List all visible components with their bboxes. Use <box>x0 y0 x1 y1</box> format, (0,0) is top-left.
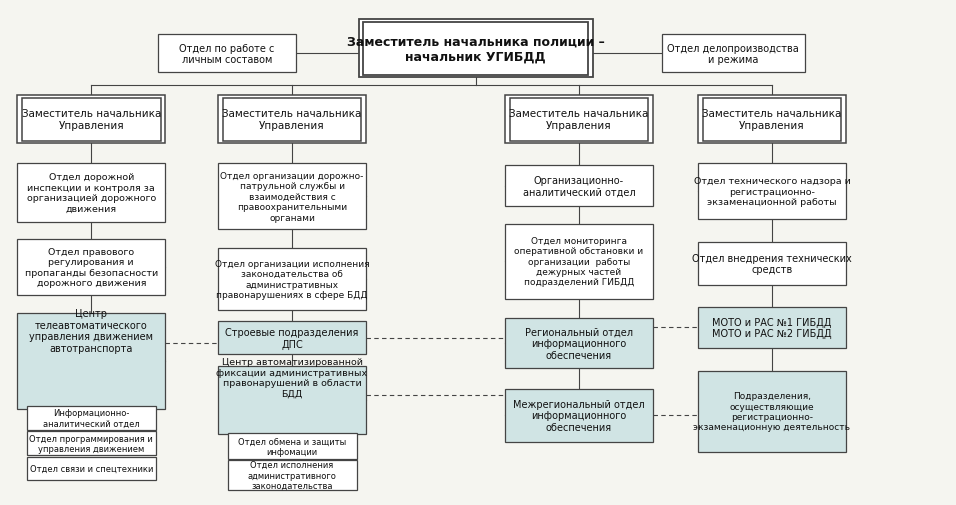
Text: Центр автоматизированной
фиксации административных
правонарушений в области
БДД: Центр автоматизированной фиксации админи… <box>216 358 368 397</box>
FancyBboxPatch shape <box>698 242 846 285</box>
FancyBboxPatch shape <box>505 389 653 442</box>
Text: Заместитель начальника
Управления: Заместитель начальника Управления <box>223 109 361 131</box>
Text: Отдел программирования и
управления движением: Отдел программирования и управления движ… <box>30 434 153 453</box>
Text: Отдел по работе с
личным составом: Отдел по работе с личным составом <box>180 43 274 65</box>
Text: Заместитель начальника полиции –
начальник УГИБДД: Заместитель начальника полиции – начальн… <box>347 35 604 63</box>
FancyBboxPatch shape <box>218 96 366 144</box>
Text: Межрегиональный отдел
информационного
обеспечения: Межрегиональный отдел информационного об… <box>513 399 644 432</box>
Text: Отдел делопроизводства
и режима: Отдел делопроизводства и режима <box>667 43 799 65</box>
FancyBboxPatch shape <box>27 406 156 430</box>
FancyBboxPatch shape <box>228 433 357 460</box>
Text: Отдел исполнения
административного
законодательства: Отдел исполнения административного закон… <box>248 461 337 490</box>
FancyBboxPatch shape <box>27 431 156 456</box>
FancyBboxPatch shape <box>158 35 296 73</box>
Text: Отдел организации дорожно-
патрульной службы и
взаимодействия с
правоохранительн: Отдел организации дорожно- патрульной сл… <box>221 172 363 222</box>
Text: Заместитель начальника
Управления: Заместитель начальника Управления <box>510 109 648 131</box>
Text: Региональный отдел
информационного
обеспечения: Региональный отдел информационного обесп… <box>525 327 633 360</box>
FancyBboxPatch shape <box>17 164 165 222</box>
Text: Отдел внедрения технических
средств: Отдел внедрения технических средств <box>692 253 852 275</box>
FancyBboxPatch shape <box>17 96 165 144</box>
FancyBboxPatch shape <box>17 240 165 295</box>
FancyBboxPatch shape <box>505 96 653 144</box>
Text: МОТО и РАС №1 ГИБДД
МОТО и РАС №2 ГИБДД: МОТО и РАС №1 ГИБДД МОТО и РАС №2 ГИБДД <box>712 317 832 338</box>
Text: Заместитель начальника
Управления: Заместитель начальника Управления <box>703 109 841 131</box>
FancyBboxPatch shape <box>27 458 156 480</box>
Text: Строевые подразделения
ДПС: Строевые подразделения ДПС <box>226 327 358 349</box>
FancyBboxPatch shape <box>218 249 366 311</box>
FancyBboxPatch shape <box>505 318 653 369</box>
FancyBboxPatch shape <box>505 224 653 299</box>
FancyBboxPatch shape <box>218 164 366 230</box>
FancyBboxPatch shape <box>698 307 846 348</box>
Text: Организационно-
аналитический отдел: Организационно- аналитический отдел <box>523 176 635 197</box>
FancyBboxPatch shape <box>228 461 357 490</box>
Text: Заместитель начальника
Управления: Заместитель начальника Управления <box>22 109 161 131</box>
Text: Подразделения,
осуществляющие
регистрационно-
экзаменационную деятельность: Подразделения, осуществляющие регистраци… <box>693 391 851 432</box>
Text: Информационно-
аналитический отдел: Информационно- аналитический отдел <box>43 409 140 428</box>
Text: Отдел обмена и защиты
инфомации: Отдел обмена и защиты инфомации <box>238 437 346 456</box>
FancyBboxPatch shape <box>358 20 593 78</box>
FancyBboxPatch shape <box>505 166 653 207</box>
FancyBboxPatch shape <box>218 322 366 355</box>
Text: Отдел дорожной
инспекции и контроля за
организацией дорожного
движения: Отдел дорожной инспекции и контроля за о… <box>27 173 156 213</box>
Text: Отдел организации исполнения
законодательства об
административных
правонарушения: Отдел организации исполнения законодател… <box>215 260 369 300</box>
FancyBboxPatch shape <box>698 96 846 144</box>
Text: Отдел связи и спецтехники: Отдел связи и спецтехники <box>30 464 153 473</box>
Text: Центр
телеавтоматического
управления движением
автотранспорта: Центр телеавтоматического управления дви… <box>30 309 153 353</box>
FancyBboxPatch shape <box>698 164 846 220</box>
Text: Отдел технического надзора и
регистрационно-
экзаменационной работы: Отдел технического надзора и регистрацио… <box>693 177 851 207</box>
FancyBboxPatch shape <box>218 366 366 434</box>
Text: Отдел мониторинга
оперативной обстановки и
организации  работы
дежурных частей
п: Отдел мониторинга оперативной обстановки… <box>514 236 643 287</box>
Text: Отдел правового
регулирования и
пропаганды безопасности
дорожного движения: Отдел правового регулирования и пропаган… <box>25 247 158 288</box>
FancyBboxPatch shape <box>662 35 805 73</box>
FancyBboxPatch shape <box>17 313 165 409</box>
FancyBboxPatch shape <box>698 371 846 452</box>
